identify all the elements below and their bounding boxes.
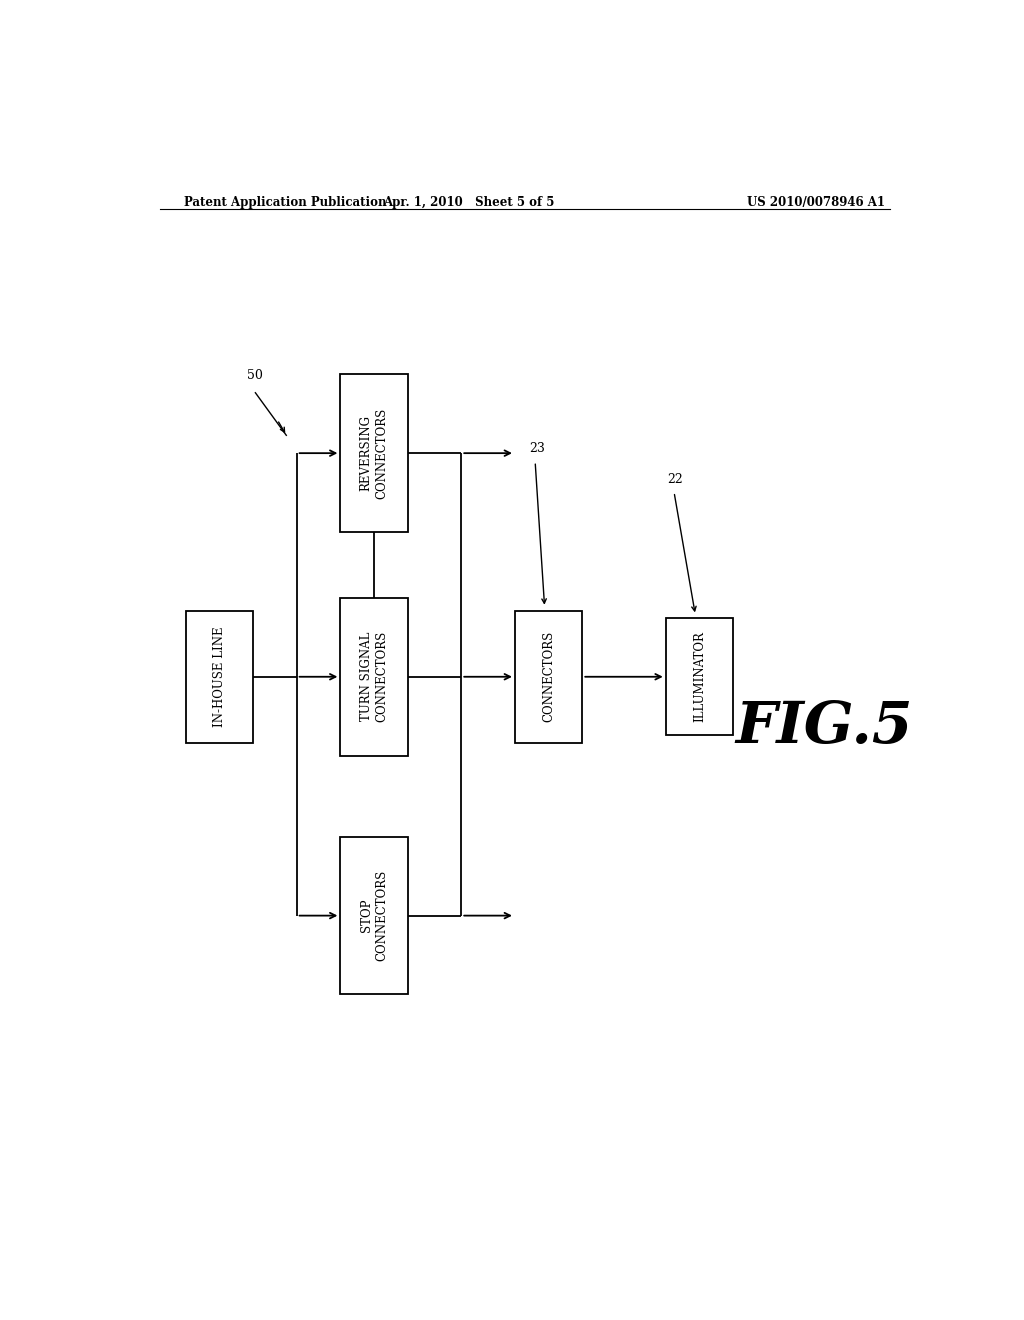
Text: IN-HOUSE LINE: IN-HOUSE LINE xyxy=(213,627,225,727)
Text: 50: 50 xyxy=(247,370,263,381)
Bar xyxy=(340,375,408,532)
Text: FIG.5: FIG.5 xyxy=(735,700,912,756)
Bar xyxy=(666,618,733,735)
Text: CONNECTORS: CONNECTORS xyxy=(542,631,555,722)
Text: REVERSING
CONNECTORS: REVERSING CONNECTORS xyxy=(359,408,388,499)
Bar xyxy=(515,611,583,743)
Text: STOP
CONNECTORS: STOP CONNECTORS xyxy=(359,870,388,961)
Text: US 2010/0078946 A1: US 2010/0078946 A1 xyxy=(748,195,885,209)
Bar xyxy=(340,837,408,994)
Text: Patent Application Publication: Patent Application Publication xyxy=(183,195,386,209)
Text: TURN SIGNAL
CONNECTORS: TURN SIGNAL CONNECTORS xyxy=(359,631,388,722)
Bar xyxy=(185,611,253,743)
Text: 22: 22 xyxy=(668,473,683,486)
Text: Apr. 1, 2010   Sheet 5 of 5: Apr. 1, 2010 Sheet 5 of 5 xyxy=(384,195,555,209)
Text: ILLUMINATOR: ILLUMINATOR xyxy=(693,631,706,722)
Text: 23: 23 xyxy=(528,442,545,455)
Bar xyxy=(340,598,408,755)
